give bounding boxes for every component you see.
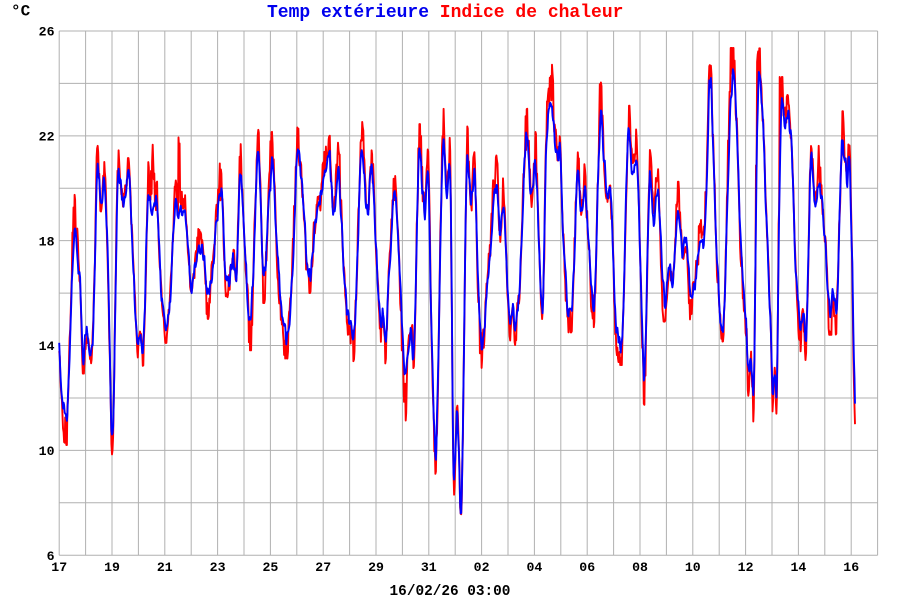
svg-text:22: 22 xyxy=(39,129,55,144)
svg-text:08: 08 xyxy=(632,560,648,575)
svg-text:02: 02 xyxy=(474,560,490,575)
svg-text:°C: °C xyxy=(11,3,31,21)
svg-text:31: 31 xyxy=(421,560,437,575)
svg-text:06: 06 xyxy=(579,560,595,575)
svg-text:25: 25 xyxy=(262,560,278,575)
svg-text:14: 14 xyxy=(39,339,55,354)
svg-text:23: 23 xyxy=(210,560,226,575)
svg-text:Temp extérieure: Temp extérieure xyxy=(267,3,429,23)
svg-text:29: 29 xyxy=(368,560,384,575)
svg-text:16: 16 xyxy=(843,560,859,575)
svg-text:18: 18 xyxy=(39,234,55,249)
svg-text:10: 10 xyxy=(685,560,701,575)
svg-text:27: 27 xyxy=(315,560,331,575)
svg-text:6: 6 xyxy=(47,549,55,564)
svg-text:19: 19 xyxy=(104,560,120,575)
svg-text:26: 26 xyxy=(39,25,55,40)
svg-text:17: 17 xyxy=(51,560,67,575)
svg-text:10: 10 xyxy=(39,444,55,459)
svg-text:21: 21 xyxy=(157,560,173,575)
svg-text:16/02/26 03:00: 16/02/26 03:00 xyxy=(390,584,511,600)
svg-text:12: 12 xyxy=(738,560,754,575)
svg-text:04: 04 xyxy=(526,560,542,575)
svg-text:Indice de chaleur: Indice de chaleur xyxy=(440,3,624,23)
svg-text:14: 14 xyxy=(790,560,806,575)
